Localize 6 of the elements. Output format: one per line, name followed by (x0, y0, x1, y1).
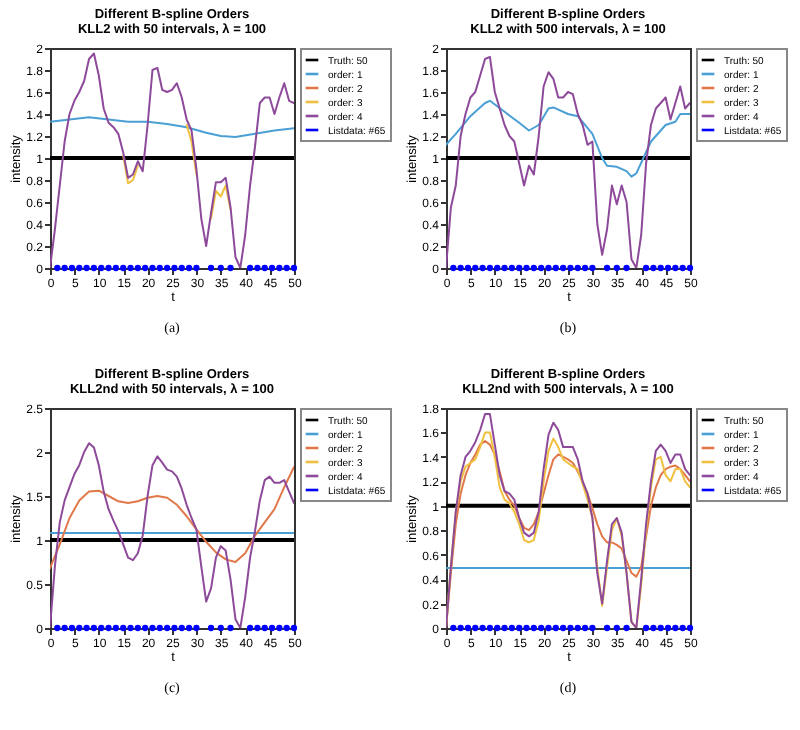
line-series (446, 55, 690, 268)
line-series (50, 465, 294, 570)
line-series (446, 99, 690, 178)
line-series (50, 116, 294, 139)
line-series (50, 442, 294, 628)
line-series (50, 52, 294, 268)
